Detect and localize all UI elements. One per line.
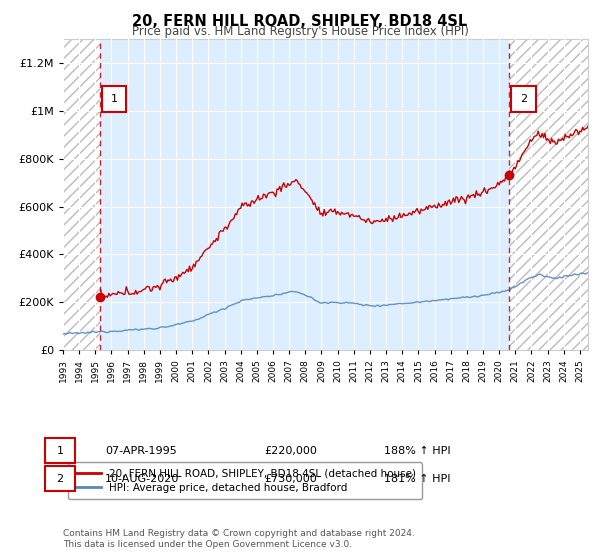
Legend: 20, FERN HILL ROAD, SHIPLEY, BD18 4SL (detached house), HPI: Average price, deta: 20, FERN HILL ROAD, SHIPLEY, BD18 4SL (d… <box>68 463 422 499</box>
Text: 07-APR-1995: 07-APR-1995 <box>105 446 177 456</box>
Text: Price paid vs. HM Land Registry's House Price Index (HPI): Price paid vs. HM Land Registry's House … <box>131 25 469 38</box>
Text: 20, FERN HILL ROAD, SHIPLEY, BD18 4SL: 20, FERN HILL ROAD, SHIPLEY, BD18 4SL <box>133 14 467 29</box>
Text: 2: 2 <box>520 94 527 104</box>
FancyBboxPatch shape <box>511 86 536 112</box>
Text: 188% ↑ HPI: 188% ↑ HPI <box>384 446 451 456</box>
Text: 2: 2 <box>56 474 64 484</box>
Text: 1: 1 <box>56 446 64 456</box>
Text: Contains HM Land Registry data © Crown copyright and database right 2024.
This d: Contains HM Land Registry data © Crown c… <box>63 529 415 549</box>
Bar <box>509 39 588 350</box>
Bar <box>63 39 100 350</box>
Text: 1: 1 <box>111 94 118 104</box>
Text: 10-AUG-2020: 10-AUG-2020 <box>105 474 179 484</box>
Bar <box>509 39 588 350</box>
Text: £220,000: £220,000 <box>264 446 317 456</box>
Text: £730,000: £730,000 <box>264 474 317 484</box>
Text: 181% ↑ HPI: 181% ↑ HPI <box>384 474 451 484</box>
Bar <box>63 39 100 350</box>
FancyBboxPatch shape <box>102 86 127 112</box>
